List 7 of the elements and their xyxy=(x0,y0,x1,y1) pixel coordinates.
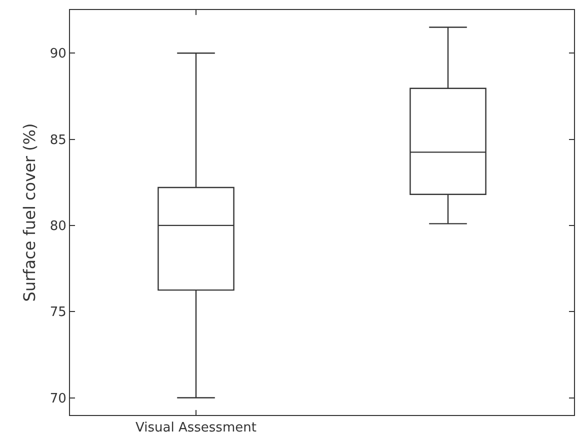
y-tick-label: 85 xyxy=(50,132,66,148)
y-tick-label: 70 xyxy=(50,391,66,406)
y-axis-title: Surface fuel cover (%) xyxy=(20,123,39,302)
y-tick-label: 80 xyxy=(50,218,66,234)
x-tick-label: Visual Assessment xyxy=(136,420,256,436)
y-tick-label: 75 xyxy=(50,305,66,320)
y-tick-label: 90 xyxy=(50,46,66,62)
